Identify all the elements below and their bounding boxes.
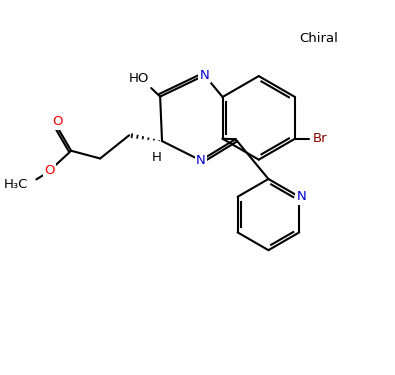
Text: N: N bbox=[196, 154, 206, 167]
Text: HO: HO bbox=[129, 72, 149, 85]
Text: O: O bbox=[53, 115, 63, 128]
Text: O: O bbox=[45, 164, 55, 177]
Text: Br: Br bbox=[313, 132, 327, 145]
Text: H: H bbox=[151, 151, 161, 164]
Text: N: N bbox=[296, 190, 306, 203]
Text: N: N bbox=[200, 69, 209, 82]
Text: H₃C: H₃C bbox=[4, 178, 28, 191]
Text: Chiral: Chiral bbox=[299, 32, 338, 45]
